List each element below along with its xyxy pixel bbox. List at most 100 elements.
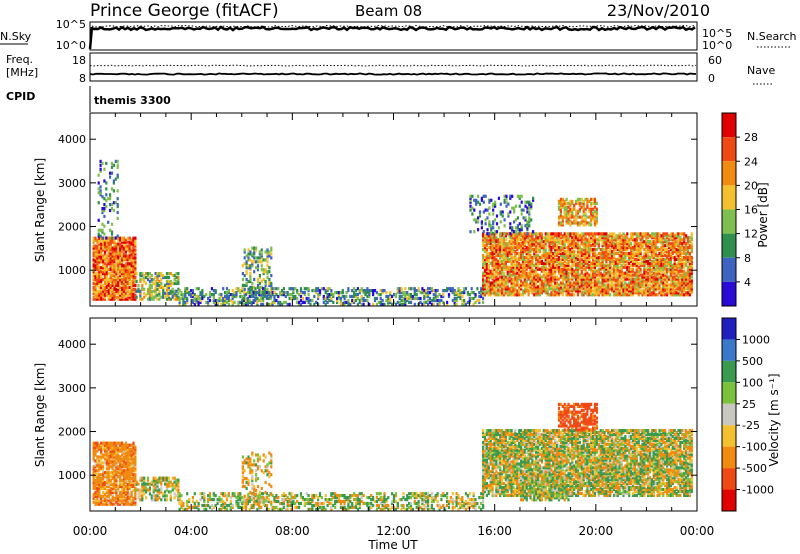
range-cell — [109, 268, 112, 272]
range-cell — [588, 232, 591, 236]
range-cell — [504, 265, 507, 269]
range-cell — [419, 300, 422, 304]
range-cell — [279, 302, 282, 306]
range-cell — [154, 283, 157, 287]
range-cell — [641, 281, 644, 285]
range-cell — [518, 261, 521, 265]
range-cell — [148, 297, 151, 301]
range-cell — [96, 254, 99, 258]
range-cell — [650, 248, 653, 252]
range-cell — [504, 259, 507, 263]
range-cell — [584, 213, 587, 217]
range-cell — [134, 272, 137, 276]
range-cell — [686, 259, 690, 263]
range-cell — [423, 289, 426, 293]
range-cell — [523, 259, 526, 263]
range-cell — [191, 294, 194, 299]
range-cell — [491, 291, 494, 295]
range-cell — [191, 291, 194, 295]
range-cell — [683, 248, 686, 252]
range-cell — [268, 250, 271, 254]
range-cell — [258, 291, 261, 295]
range-cell — [637, 275, 640, 279]
range-cell — [620, 238, 623, 242]
range-cell — [103, 197, 106, 201]
range-cell — [538, 238, 542, 242]
range-cell — [578, 201, 581, 205]
range-cell — [669, 251, 672, 256]
range-cell — [569, 267, 572, 271]
range-cell — [611, 279, 614, 283]
range-cell — [366, 289, 369, 293]
range-cell — [603, 269, 606, 273]
range-cell — [92, 262, 95, 266]
range-cell — [92, 272, 95, 276]
range-cell — [512, 279, 515, 283]
range-cell — [603, 255, 606, 260]
range-cell — [618, 281, 621, 285]
range-cell — [489, 283, 492, 287]
range-cell — [260, 268, 263, 272]
range-cell — [628, 251, 631, 256]
range-cell — [614, 269, 617, 273]
range-cell — [124, 244, 127, 248]
range-cell — [578, 255, 581, 260]
range-cell — [641, 242, 644, 246]
range-cell — [503, 232, 506, 236]
range-cell — [593, 281, 597, 285]
range-cell — [658, 287, 661, 291]
range-cell — [584, 207, 587, 211]
range-cell — [225, 293, 229, 297]
range-cell — [544, 257, 547, 261]
range-cell — [582, 277, 585, 281]
range-cell — [667, 261, 671, 265]
range-cell — [616, 267, 619, 271]
range-cell — [497, 263, 500, 267]
range-cell — [654, 275, 657, 279]
range-cell — [103, 262, 107, 266]
range-cell — [447, 287, 451, 291]
range-cell — [409, 300, 413, 304]
range-cell — [523, 279, 526, 283]
range-cell — [635, 291, 638, 295]
range-cell — [267, 302, 270, 306]
range-cell — [603, 275, 606, 279]
range-cell — [563, 283, 566, 287]
range-cell — [111, 293, 114, 297]
range-cell — [690, 255, 693, 260]
range-cell — [258, 260, 261, 264]
range-cell — [381, 291, 384, 295]
range-cell — [622, 255, 625, 260]
range-cell — [263, 293, 267, 297]
range-cell — [542, 261, 545, 265]
range-cell — [552, 263, 555, 267]
range-cell — [666, 251, 669, 256]
range-cell — [499, 236, 502, 240]
range-cell — [514, 238, 517, 242]
range-cell — [588, 279, 591, 283]
range-cell — [622, 232, 625, 236]
range-cell — [122, 274, 126, 278]
range-cell — [501, 238, 504, 242]
range-cell — [559, 291, 562, 295]
range-cell — [504, 279, 507, 283]
range-cell — [666, 261, 669, 265]
range-cell — [611, 244, 614, 248]
range-cell — [520, 293, 523, 297]
range-cell — [671, 275, 674, 279]
range-cell — [509, 226, 512, 230]
range-cell — [683, 271, 686, 275]
range-cell — [492, 222, 495, 226]
range-cell — [444, 289, 447, 293]
range-cell — [645, 277, 648, 281]
range-cell — [103, 250, 107, 254]
range-cell — [612, 255, 616, 260]
range-cell — [245, 277, 248, 282]
range-cell — [616, 259, 619, 263]
range-cell — [563, 287, 566, 291]
range-cell — [254, 296, 257, 301]
range-cell — [527, 244, 530, 248]
range-cell — [130, 254, 133, 258]
range-cell — [394, 294, 397, 299]
range-cell — [688, 259, 691, 263]
